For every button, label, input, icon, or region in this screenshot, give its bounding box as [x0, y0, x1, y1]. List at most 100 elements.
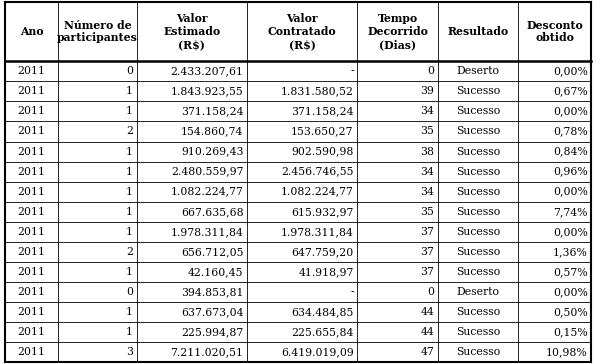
Text: 2011: 2011 — [18, 147, 46, 157]
Text: 0,00%: 0,00% — [552, 287, 588, 297]
Text: 37: 37 — [420, 267, 434, 277]
Text: Ano: Ano — [20, 26, 44, 37]
Text: Sucesso: Sucesso — [456, 106, 500, 116]
Text: 34: 34 — [420, 106, 434, 116]
Text: Valor
Contratado
(R$): Valor Contratado (R$) — [268, 13, 336, 50]
Text: 637.673,04: 637.673,04 — [181, 307, 243, 317]
Text: 1: 1 — [126, 307, 133, 317]
Text: 44: 44 — [420, 327, 434, 337]
Text: 1,36%: 1,36% — [552, 247, 588, 257]
Text: 35: 35 — [420, 207, 434, 217]
Text: 0,57%: 0,57% — [553, 267, 588, 277]
Text: Deserto: Deserto — [457, 287, 499, 297]
Text: 615.932,97: 615.932,97 — [291, 207, 353, 217]
Text: 1: 1 — [126, 187, 133, 197]
Text: Número de
participantes: Número de participantes — [57, 20, 138, 43]
Text: Sucesso: Sucesso — [456, 227, 500, 237]
Text: 371.158,24: 371.158,24 — [291, 106, 353, 116]
Text: 35: 35 — [420, 126, 434, 136]
Text: 154.860,74: 154.860,74 — [181, 126, 243, 136]
Text: Sucesso: Sucesso — [456, 347, 500, 357]
Text: 0,00%: 0,00% — [552, 106, 588, 116]
Text: 0,50%: 0,50% — [553, 307, 588, 317]
Text: 2011: 2011 — [18, 267, 46, 277]
Text: 0: 0 — [427, 66, 434, 76]
Text: 2011: 2011 — [18, 106, 46, 116]
Text: 0,78%: 0,78% — [553, 126, 588, 136]
Text: 2011: 2011 — [18, 347, 46, 357]
Text: 34: 34 — [420, 167, 434, 177]
Text: Desconto
obtido: Desconto obtido — [526, 20, 583, 43]
Text: 0,00%: 0,00% — [552, 66, 588, 76]
Text: 394.853,81: 394.853,81 — [181, 287, 243, 297]
Text: 0,96%: 0,96% — [553, 167, 588, 177]
Text: 1: 1 — [126, 207, 133, 217]
Text: 44: 44 — [420, 307, 434, 317]
Text: 47: 47 — [420, 347, 434, 357]
Text: 10,98%: 10,98% — [546, 347, 588, 357]
Text: Resultado: Resultado — [448, 26, 508, 37]
Text: 2.433.207,61: 2.433.207,61 — [170, 66, 243, 76]
Text: 7.211.020,51: 7.211.020,51 — [170, 347, 243, 357]
Text: 2: 2 — [126, 247, 133, 257]
Text: 0: 0 — [126, 287, 133, 297]
Text: 1: 1 — [126, 327, 133, 337]
Text: Sucesso: Sucesso — [456, 207, 500, 217]
Text: Sucesso: Sucesso — [456, 187, 500, 197]
Text: 1.978.311,84: 1.978.311,84 — [281, 227, 353, 237]
Text: 39: 39 — [420, 86, 434, 96]
Text: 2011: 2011 — [18, 287, 46, 297]
Text: Sucesso: Sucesso — [456, 307, 500, 317]
Text: 0,00%: 0,00% — [552, 227, 588, 237]
Text: 2011: 2011 — [18, 327, 46, 337]
Text: 225.994,87: 225.994,87 — [181, 327, 243, 337]
Text: 2.480.559,97: 2.480.559,97 — [171, 167, 243, 177]
Text: 153.650,27: 153.650,27 — [291, 126, 353, 136]
Text: 1.082.224,77: 1.082.224,77 — [170, 187, 243, 197]
Text: Sucesso: Sucesso — [456, 247, 500, 257]
Text: 6.419.019,09: 6.419.019,09 — [281, 347, 353, 357]
Text: 910.269,43: 910.269,43 — [181, 147, 243, 157]
Text: Sucesso: Sucesso — [456, 167, 500, 177]
Text: -: - — [350, 66, 353, 76]
Text: 0,84%: 0,84% — [553, 147, 588, 157]
Text: 2: 2 — [126, 126, 133, 136]
Text: 2011: 2011 — [18, 126, 46, 136]
Text: 2011: 2011 — [18, 227, 46, 237]
Text: 42.160,45: 42.160,45 — [188, 267, 243, 277]
Text: Sucesso: Sucesso — [456, 86, 500, 96]
Text: 647.759,20: 647.759,20 — [291, 247, 353, 257]
Text: 2.456.746,55: 2.456.746,55 — [281, 167, 353, 177]
Text: 0,15%: 0,15% — [553, 327, 588, 337]
Text: Valor
Estimado
(R$): Valor Estimado (R$) — [163, 13, 221, 50]
Text: 2011: 2011 — [18, 307, 46, 317]
Text: 34: 34 — [420, 187, 434, 197]
Text: 3: 3 — [126, 347, 133, 357]
Text: Sucesso: Sucesso — [456, 327, 500, 337]
Text: 1: 1 — [126, 167, 133, 177]
Text: 1: 1 — [126, 86, 133, 96]
Text: 41.918,97: 41.918,97 — [298, 267, 353, 277]
Text: Deserto: Deserto — [457, 66, 499, 76]
Text: Tempo
Decorrido
(Dias): Tempo Decorrido (Dias) — [367, 13, 428, 50]
Text: Sucesso: Sucesso — [456, 267, 500, 277]
Text: 2011: 2011 — [18, 167, 46, 177]
Text: 902.590,98: 902.590,98 — [291, 147, 353, 157]
Text: 37: 37 — [420, 247, 434, 257]
Text: 0: 0 — [427, 287, 434, 297]
Text: 371.158,24: 371.158,24 — [181, 106, 243, 116]
Text: 7,74%: 7,74% — [553, 207, 588, 217]
Text: 2011: 2011 — [18, 86, 46, 96]
Text: 2011: 2011 — [18, 247, 46, 257]
Text: 2011: 2011 — [18, 207, 46, 217]
Text: 634.484,85: 634.484,85 — [291, 307, 353, 317]
Text: 38: 38 — [420, 147, 434, 157]
Text: 1.082.224,77: 1.082.224,77 — [281, 187, 353, 197]
Text: Sucesso: Sucesso — [456, 147, 500, 157]
Text: 0: 0 — [126, 66, 133, 76]
Text: 2011: 2011 — [18, 187, 46, 197]
Text: 37: 37 — [420, 227, 434, 237]
Text: 1: 1 — [126, 267, 133, 277]
Text: 1.978.311,84: 1.978.311,84 — [170, 227, 243, 237]
Text: 667.635,68: 667.635,68 — [181, 207, 243, 217]
